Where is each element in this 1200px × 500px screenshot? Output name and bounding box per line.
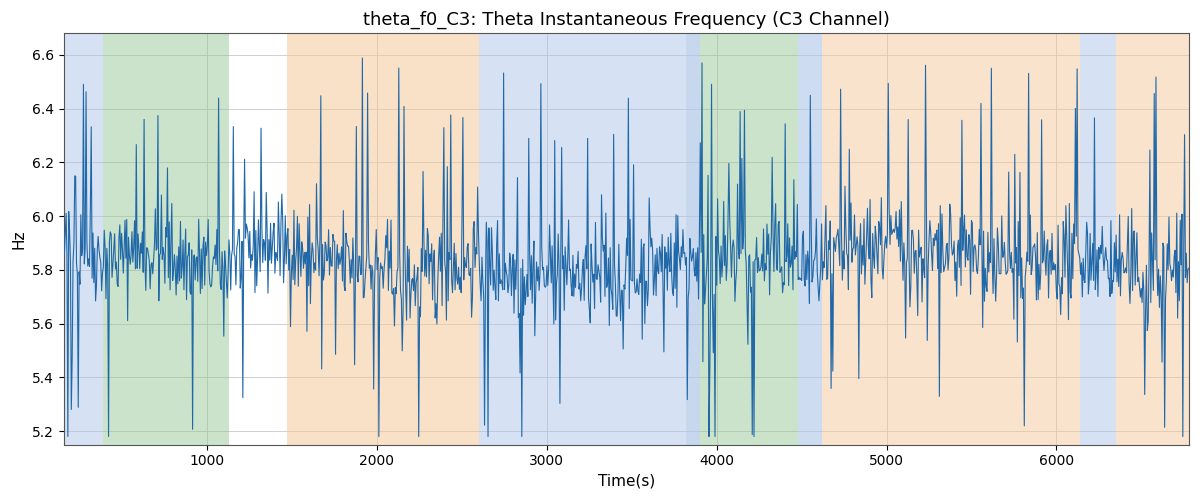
Bar bbox=[287, 34, 416, 445]
Bar bbox=[686, 34, 700, 445]
X-axis label: Time(s): Time(s) bbox=[598, 474, 655, 489]
Title: theta_f0_C3: Theta Instantaneous Frequency (C3 Channel): theta_f0_C3: Theta Instantaneous Frequen… bbox=[362, 11, 889, 30]
Bar bbox=[479, 34, 686, 445]
Bar bbox=[103, 34, 229, 445]
Bar bbox=[1080, 34, 1116, 445]
Bar bbox=[798, 34, 822, 445]
Bar bbox=[416, 34, 479, 445]
Bar bbox=[1116, 34, 1189, 445]
Bar bbox=[64, 34, 103, 445]
Bar bbox=[700, 34, 798, 445]
Y-axis label: Hz: Hz bbox=[11, 230, 26, 249]
Bar bbox=[822, 34, 1080, 445]
